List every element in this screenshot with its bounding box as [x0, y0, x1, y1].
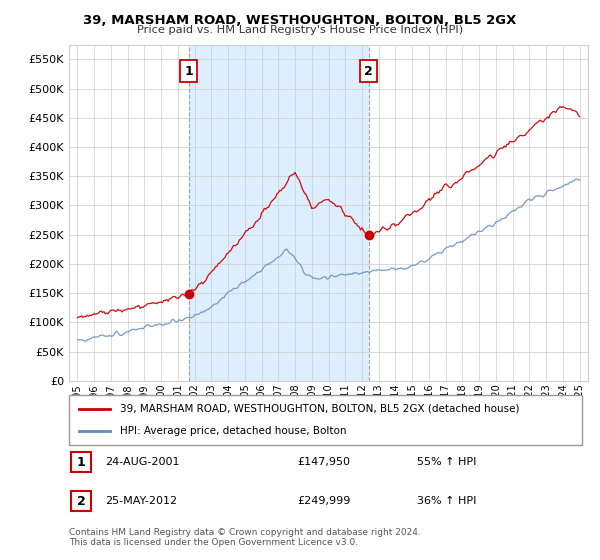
Bar — [189, 45, 368, 381]
Text: 2: 2 — [77, 494, 85, 508]
Text: 55% ↑ HPI: 55% ↑ HPI — [417, 457, 476, 467]
Text: 39, MARSHAM ROAD, WESTHOUGHTON, BOLTON, BL5 2GX (detached house): 39, MARSHAM ROAD, WESTHOUGHTON, BOLTON, … — [121, 404, 520, 414]
Text: HPI: Average price, detached house, Bolton: HPI: Average price, detached house, Bolt… — [121, 426, 347, 436]
Text: 2: 2 — [364, 64, 373, 78]
FancyBboxPatch shape — [71, 491, 91, 511]
FancyBboxPatch shape — [71, 452, 91, 472]
Text: Price paid vs. HM Land Registry's House Price Index (HPI): Price paid vs. HM Land Registry's House … — [137, 25, 463, 35]
Text: This data is licensed under the Open Government Licence v3.0.: This data is licensed under the Open Gov… — [69, 538, 358, 547]
Text: £249,999: £249,999 — [297, 496, 350, 506]
FancyBboxPatch shape — [69, 395, 582, 445]
Text: 1: 1 — [184, 64, 193, 78]
Text: 39, MARSHAM ROAD, WESTHOUGHTON, BOLTON, BL5 2GX: 39, MARSHAM ROAD, WESTHOUGHTON, BOLTON, … — [83, 14, 517, 27]
Text: 36% ↑ HPI: 36% ↑ HPI — [417, 496, 476, 506]
Text: 25-MAY-2012: 25-MAY-2012 — [105, 496, 177, 506]
Text: 24-AUG-2001: 24-AUG-2001 — [105, 457, 179, 467]
Text: Contains HM Land Registry data © Crown copyright and database right 2024.: Contains HM Land Registry data © Crown c… — [69, 528, 421, 536]
Text: £147,950: £147,950 — [297, 457, 350, 467]
Text: 1: 1 — [77, 455, 85, 469]
